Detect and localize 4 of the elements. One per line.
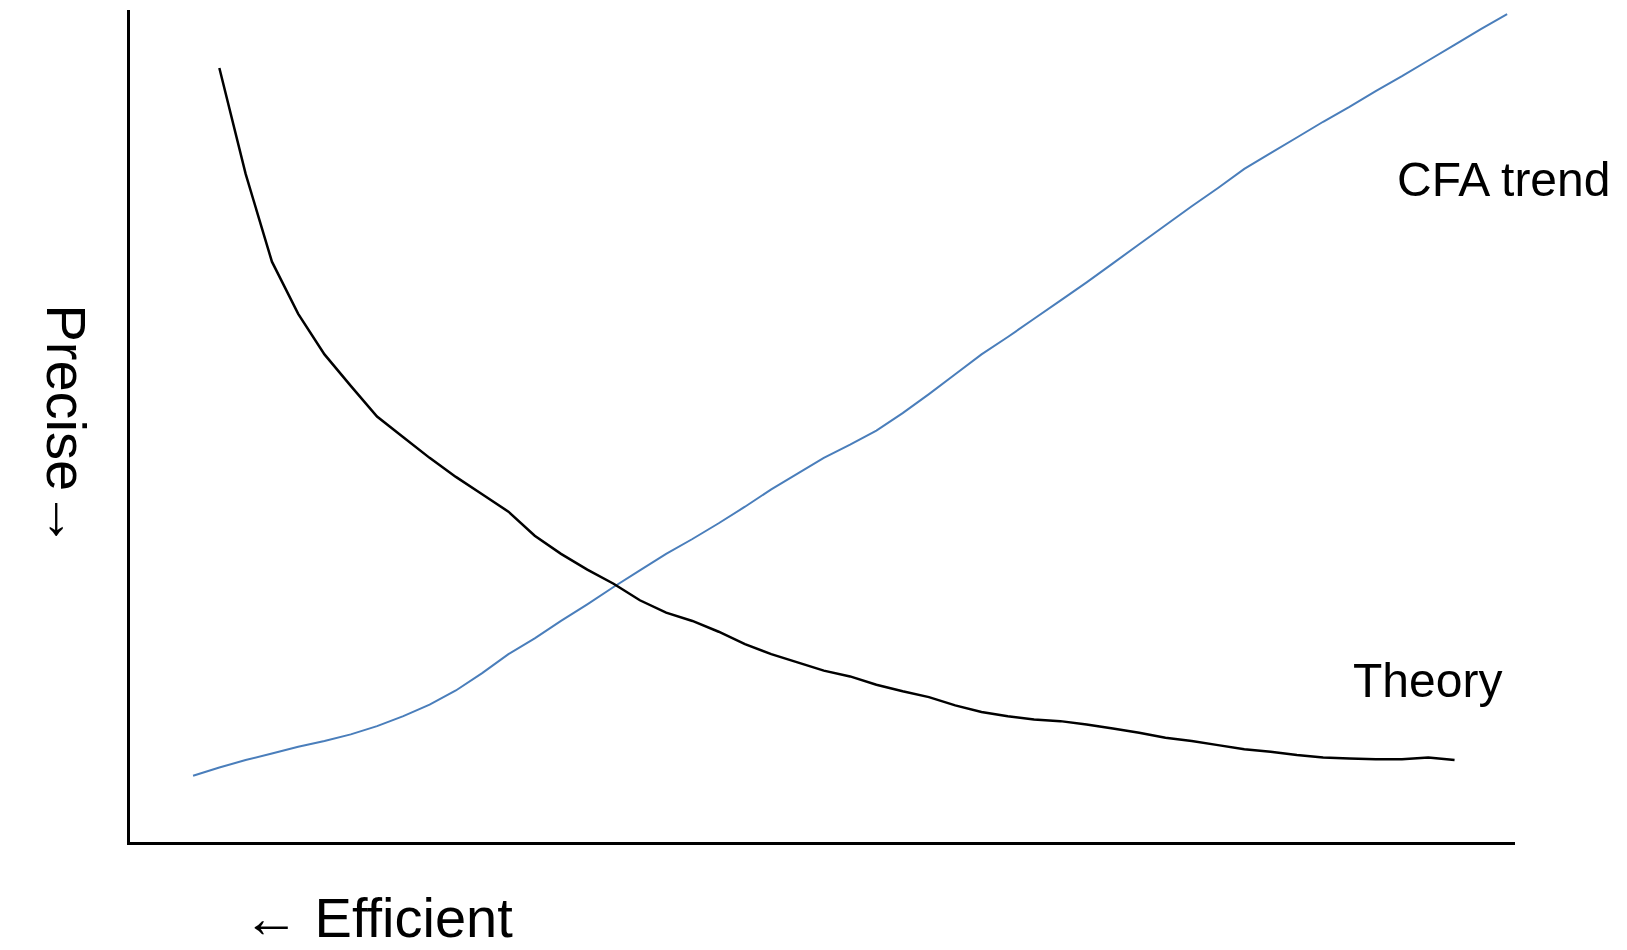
series-label: CFA trend (1397, 153, 1611, 206)
series-label: Theory (1353, 654, 1503, 707)
y-axis-title: Precise→ (34, 304, 98, 548)
x-axis-title: ← Efficient (243, 886, 514, 949)
